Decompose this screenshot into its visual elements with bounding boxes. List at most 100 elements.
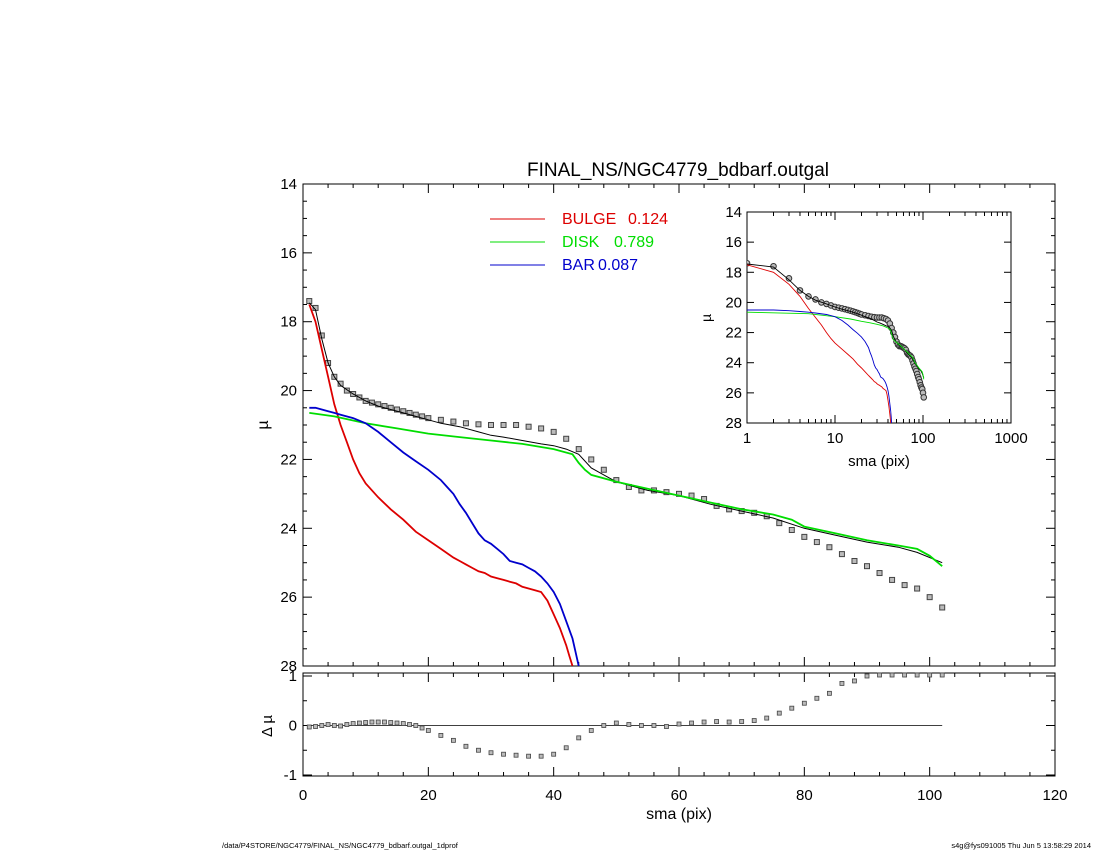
residual-point: [363, 720, 369, 725]
x-tick-label: 60: [671, 787, 688, 804]
residual-point: [789, 705, 795, 711]
residual-point: [463, 743, 469, 749]
inset-y-tick-label: 24: [725, 355, 742, 372]
residual-point: [306, 724, 312, 730]
residual-point: [488, 750, 494, 756]
inset-observed-point: [785, 275, 793, 282]
x-tick-label: 100: [917, 787, 942, 804]
observed-point: [575, 446, 582, 453]
residual-y-tick-label: -1: [284, 767, 297, 784]
residual-point: [939, 672, 945, 678]
inset-series-line-bar: [747, 309, 893, 423]
observed-point: [412, 411, 419, 418]
residual-point: [438, 733, 444, 738]
residual-point: [325, 722, 331, 727]
x-axis-label: sma (pix): [646, 806, 712, 823]
observed-point: [513, 422, 520, 428]
footer-right-stamp: s4g@fys091005 Thu Jun 5 13:58:29 2014: [951, 841, 1091, 850]
residual-point: [701, 719, 707, 725]
residual-plot-area: [306, 672, 945, 759]
footer-left-path: /data/P4STORE/NGC4779/FINAL_NS/NGC4779_b…: [222, 841, 459, 850]
series-line-bulge: [308, 304, 574, 666]
series-line-disk: [309, 412, 943, 567]
observed-point: [851, 557, 858, 564]
observed-point: [306, 298, 313, 305]
observed-point: [801, 533, 808, 540]
observed-point: [343, 387, 350, 394]
observed-point: [838, 551, 845, 558]
legend: BULGE 0.124 DISK 0.789 BAR 0.087: [490, 211, 668, 274]
observed-point: [939, 604, 946, 611]
residual-point: [764, 715, 770, 721]
residual-point: [538, 753, 544, 759]
legend-value-bar: 0.087: [598, 257, 638, 274]
observed-point: [394, 406, 400, 413]
residual-point: [776, 710, 782, 716]
observed-point: [337, 380, 344, 387]
observed-point: [889, 576, 896, 583]
inset-x-tick-label: 10: [827, 430, 844, 447]
observed-point: [588, 456, 595, 463]
observed-point: [375, 401, 382, 408]
residual-point: [450, 737, 456, 743]
residual-point: [613, 720, 619, 726]
residual-point: [344, 722, 350, 727]
x-tick-label: 20: [420, 787, 437, 804]
x-tick-label: 40: [545, 787, 562, 804]
observed-point: [563, 435, 570, 442]
observed-point: [419, 413, 426, 420]
observed-point: [488, 422, 494, 428]
residual-point: [576, 735, 582, 741]
residual-point: [394, 720, 400, 726]
residual-point: [902, 672, 907, 678]
residual-point: [407, 722, 412, 727]
residual-point: [338, 723, 344, 729]
residual-point: [914, 672, 920, 678]
inset-x-axis-label: sma (pix): [848, 453, 910, 470]
residual-point: [801, 700, 807, 706]
observed-point: [901, 582, 908, 589]
series-line-model: [308, 302, 943, 564]
inset-y-axis-label: µ: [698, 314, 714, 322]
residual-y-tick-label: 1: [289, 668, 297, 685]
inset-series-line-bulge: [747, 264, 892, 423]
main-plot-area: [306, 298, 946, 666]
main-y-tick-label: 20: [280, 383, 297, 400]
legend-label-bulge: BULGE: [562, 211, 616, 228]
observed-point: [864, 563, 870, 570]
observed-point: [914, 585, 921, 592]
residual-point: [626, 722, 632, 727]
observed-point: [381, 403, 388, 410]
residual-point: [864, 673, 870, 679]
residual-point: [526, 753, 531, 759]
main-axis-ticks: 14 16 18 20 22 24 26 28: [280, 176, 1056, 675]
chart-title: FINAL_NS/NGC4779_bdbarf.outgal: [527, 160, 829, 181]
inset-y-tick-label: 26: [725, 385, 742, 402]
residual-point: [319, 723, 325, 728]
residual-point: [601, 723, 607, 728]
inset-series-line-disk: [747, 311, 925, 380]
residual-point: [350, 721, 356, 726]
main-y-tick-label: 16: [280, 245, 297, 262]
residual-point: [501, 751, 506, 757]
observed-point: [550, 428, 557, 435]
inset-x-tick-label: 1000: [994, 430, 1027, 447]
legend-value-disk: 0.789: [614, 234, 654, 251]
residual-point: [714, 719, 719, 724]
residual-point: [356, 720, 362, 726]
residual-point: [877, 672, 882, 678]
residual-point: [751, 718, 757, 723]
main-y-tick-label: 24: [280, 520, 297, 537]
residual-point: [313, 724, 318, 729]
inset-axis-ticks: 14 16 18 20 22 24 26 281 10 100 1000: [725, 204, 1027, 447]
x-tick-label: 80: [796, 787, 813, 804]
inset-y-tick-label: 22: [725, 325, 742, 342]
inset-plot-area: [747, 259, 928, 423]
inset-y-tick-label: 18: [725, 264, 742, 281]
observed-point: [475, 421, 482, 428]
main-y-tick-label: 18: [280, 314, 297, 331]
residual-point: [476, 747, 481, 753]
residual-y-axis-label: Δ µ: [259, 715, 276, 737]
residual-point: [839, 681, 845, 686]
observed-point: [813, 539, 820, 546]
